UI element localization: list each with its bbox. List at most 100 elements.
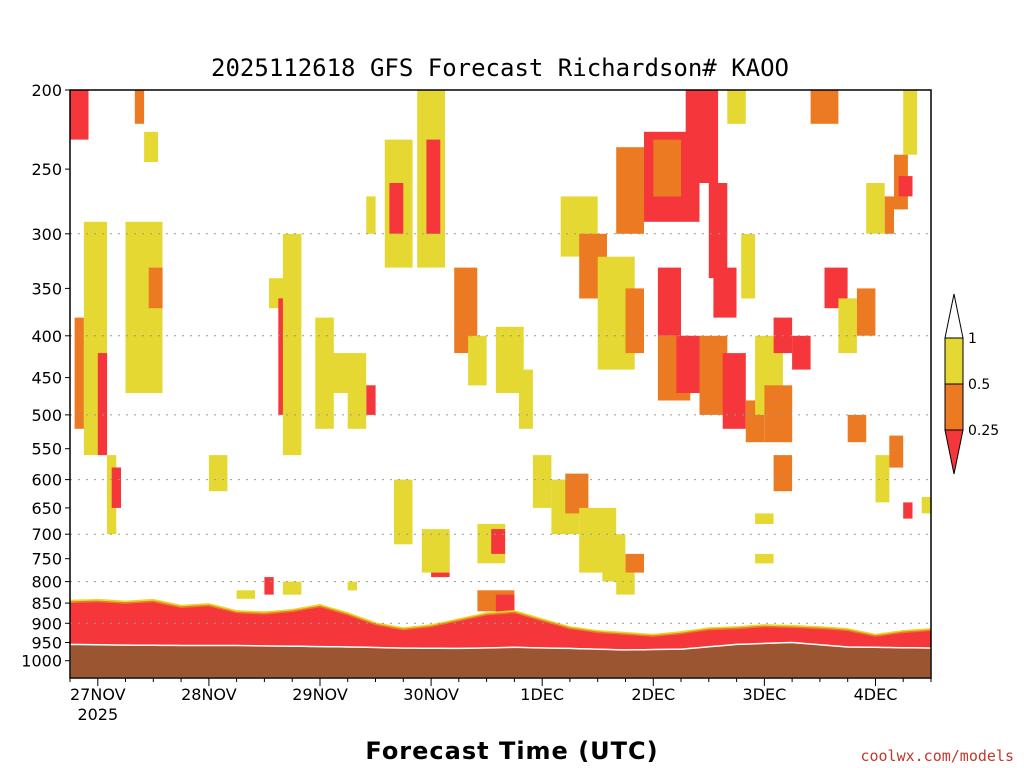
legend-swatch-above-1	[944, 293, 964, 339]
ri-cell	[847, 414, 867, 443]
ri-cell	[111, 467, 121, 508]
ri-cell	[602, 534, 626, 582]
ri-cell	[810, 90, 839, 124]
ri-cell	[519, 369, 533, 429]
ri-cell	[347, 353, 367, 429]
ri-cell	[366, 385, 376, 415]
y-tick-label: 550	[31, 440, 62, 459]
ri-cell	[532, 455, 552, 508]
y-tick-label: 750	[31, 550, 62, 569]
x-tick-label: 3DEC	[743, 685, 787, 704]
plot-frame	[69, 89, 932, 679]
ri-cell	[236, 590, 256, 599]
y-tick-label: 300	[31, 225, 62, 244]
ri-cell	[856, 288, 876, 336]
ri-cell	[898, 176, 913, 197]
x-tick-label: 27NOV	[70, 685, 126, 704]
y-tick-label: 900	[31, 614, 62, 633]
ri-cell	[347, 581, 357, 591]
ri-cell	[653, 139, 682, 197]
ri-cell	[565, 473, 589, 514]
y-tick-label: 1000	[21, 652, 62, 671]
ri-cell	[366, 196, 376, 234]
ground	[69, 641, 932, 679]
ri-cell	[866, 183, 885, 234]
ri-cell	[394, 479, 413, 545]
y-tick-label: 950	[31, 634, 62, 653]
ri-cell	[755, 553, 774, 564]
ri-cell	[889, 435, 904, 468]
x-tick-label: 29NOV	[292, 685, 348, 704]
legend-label: 0.5	[968, 377, 990, 393]
ri-cell	[625, 553, 644, 573]
legend-swatch-0-25-to-0-5	[944, 383, 964, 431]
ri-cell	[107, 455, 117, 535]
ri-cell	[708, 183, 728, 279]
x-tick-label: 30NOV	[403, 685, 459, 704]
ri-cell	[676, 335, 700, 393]
ri-cell	[903, 90, 918, 155]
ri-cell	[495, 594, 515, 616]
ri-cell	[685, 90, 719, 183]
ri-cell	[491, 529, 506, 554]
ri-cell	[97, 353, 108, 456]
ri-cell	[875, 455, 890, 503]
ri-cell	[792, 335, 811, 370]
x-tick-label: 28NOV	[181, 685, 237, 704]
ri-cell	[773, 455, 793, 492]
ri-cell	[282, 581, 302, 595]
ri-cell	[389, 183, 404, 234]
ri-cell	[264, 577, 274, 595]
x-axis-label: Forecast Time (UTC)	[365, 737, 658, 765]
ri-cell	[144, 131, 158, 162]
ri-cell	[616, 147, 644, 234]
x-year-label: 2025	[77, 705, 118, 724]
y-tick-label: 600	[31, 471, 62, 490]
boundary-layer	[70, 602, 931, 650]
ri-cell	[741, 233, 756, 299]
ri-cell	[148, 267, 163, 309]
ri-cell	[421, 529, 450, 573]
ri-cell	[454, 267, 478, 354]
y-tick-label: 650	[31, 499, 62, 518]
y-tick-label: 450	[31, 369, 62, 388]
x-tick-label: 4DEC	[854, 685, 898, 704]
ri-cell	[699, 335, 728, 415]
ri-cell	[134, 90, 145, 124]
legend-swatch-0-5-to-1	[944, 337, 964, 385]
ri-cell	[727, 90, 746, 124]
ri-cell	[824, 267, 848, 309]
axes: 200 250 300 350 400 450 500 550 600 650 700 750 800 8…	[21, 81, 932, 724]
x-tick-label: 2DEC	[631, 685, 675, 704]
y-tick-label: 350	[31, 279, 62, 298]
y-tick-label: 800	[31, 573, 62, 592]
ri-cell	[70, 90, 89, 140]
ri-cell	[921, 496, 931, 514]
ri-cell	[74, 317, 84, 429]
x-tick-label: 1DEC	[520, 685, 564, 704]
plot-area	[69, 90, 932, 679]
legend-swatch-below-0-25	[944, 429, 964, 475]
ri-cell	[426, 139, 441, 234]
ri-cell	[657, 267, 681, 336]
ri-cell	[616, 572, 635, 595]
y-tick-label: 250	[31, 160, 62, 179]
ri-cell	[713, 267, 737, 318]
ri-cell	[838, 298, 857, 354]
legend-label: 1	[968, 331, 977, 347]
chart-title: 2025112618 GFS Forecast Richardson# KAOO	[211, 54, 789, 82]
gridlines	[70, 233, 931, 624]
ri-cell	[903, 502, 913, 519]
ri-cell	[755, 513, 774, 524]
legend-label: 0.25	[968, 423, 999, 439]
legend: 1 0.5 0.25	[944, 293, 999, 475]
ri-cell	[468, 335, 487, 386]
ri-cell	[722, 353, 746, 429]
y-tick-label: 700	[31, 525, 62, 544]
credit-text: coolwx.com/models	[860, 747, 1014, 765]
y-tick-label: 500	[31, 406, 62, 425]
y-tick-label: 400	[31, 327, 62, 346]
ri-cell	[208, 455, 228, 492]
ri-cell	[282, 233, 302, 456]
ri-cell	[764, 385, 793, 443]
